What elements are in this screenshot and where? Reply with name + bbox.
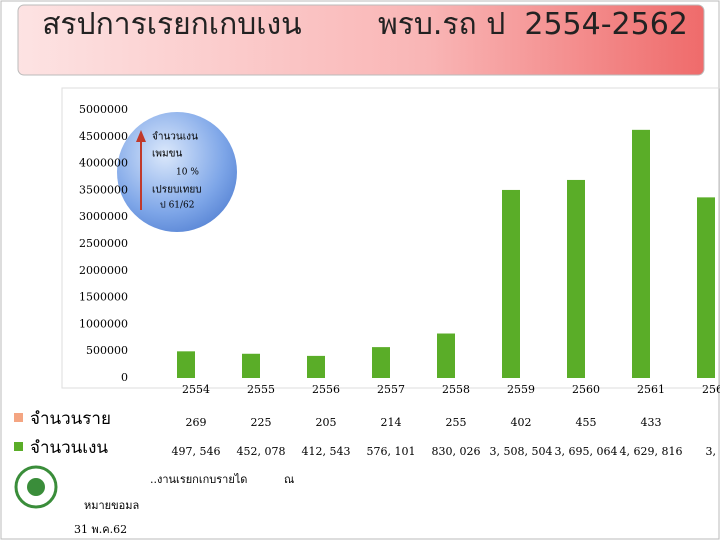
y-tick-label: 4500000 — [79, 130, 128, 143]
x-tick-label: 2554 — [182, 383, 210, 396]
table-cell: 576, 101 — [367, 445, 416, 458]
title-box — [17, 4, 705, 76]
table-cell: 452, 078 — [237, 445, 286, 458]
annotation-circle — [117, 112, 237, 232]
bar — [632, 129, 650, 378]
y-tick-label: 4000000 — [79, 157, 128, 170]
legend-swatch — [14, 413, 23, 422]
annotation-text: ป 61/62 — [160, 201, 195, 211]
table-cell: 497, 546 — [172, 445, 221, 458]
table-cell: 433 — [641, 416, 662, 429]
footer-at: ณ — [284, 473, 294, 486]
table-cell: 412, 543 — [302, 445, 351, 458]
table-cell: 4, 629, 816 — [620, 445, 683, 458]
table-cell: 214 — [381, 416, 402, 429]
x-tick-label: 2561 — [637, 383, 665, 396]
bar — [697, 197, 715, 378]
y-tick-label: 2500000 — [79, 237, 128, 250]
x-tick-label: 2559 — [507, 383, 535, 396]
annotation-text: จำนวนเงน — [152, 132, 198, 143]
footer-note: หมายขอมล — [84, 499, 139, 512]
table-cell: 830, 026 — [432, 445, 481, 458]
bar — [242, 353, 260, 378]
chart-body: 0 500000 1000000 1500000 2000000 2500000 30000… — [14, 103, 720, 458]
legend-swatch — [14, 442, 23, 451]
title-holder: สรปการเรยกเกบเงน พรบ.รถ ป 2554-2562 — [42, 7, 688, 42]
y-tick-label: 2000000 — [79, 264, 128, 277]
arrow-head — [136, 130, 146, 142]
table-cell: 255 — [446, 416, 467, 429]
chart-title: สรปการเรยกเกบเงน พรบ.รถ ป 2554-2562 — [42, 7, 688, 42]
y-tick-label: 1500000 — [79, 291, 128, 304]
table-cell: 205 — [316, 416, 337, 429]
annotation: จำนวนเงน เพมขน 10 % เปรยบเทยบ ป 61/62 — [117, 112, 237, 232]
y-tick-label: 0 — [121, 371, 128, 384]
bar — [502, 189, 520, 378]
plot-frame — [61, 87, 720, 389]
bar — [307, 355, 325, 378]
table-cell: 455 — [576, 416, 597, 429]
table-cell: 225 — [251, 416, 272, 429]
x-tick-label: 2557 — [377, 383, 405, 396]
bar — [437, 333, 455, 378]
legend-label: จำนวนเงน — [30, 438, 108, 458]
annotation-text: เปรยบเทยบ — [152, 185, 202, 196]
y-tick-label: 1000000 — [79, 317, 128, 330]
x-tick-label: 2562 — [702, 383, 720, 396]
x-tick-label: 2555 — [247, 383, 275, 396]
footer-date: 31 พ.ค.62 — [74, 523, 127, 536]
y-tick-label: 5000000 — [79, 103, 128, 116]
annotation-text: เพมขน — [152, 149, 182, 160]
annotation-text: 10 % — [176, 168, 199, 178]
x-tick-label: 2558 — [442, 383, 470, 396]
y-tick-label: 3000000 — [79, 210, 128, 223]
table-cell: 3, 508, 504 — [490, 445, 553, 458]
table-cell: 3, 3 — [706, 445, 720, 458]
legend-label: จำนวนราย — [30, 409, 111, 429]
table-cell: 402 — [511, 416, 532, 429]
bar — [567, 179, 585, 378]
x-tick-label: 2556 — [312, 383, 340, 396]
y-tick-label: 500000 — [86, 344, 128, 357]
x-tick-label: 2560 — [572, 383, 600, 396]
table-cell: 269 — [186, 416, 207, 429]
footer-source: ..งานเรยกเกบรายได — [150, 473, 247, 486]
table-cell: 3, 695, 064 — [555, 445, 618, 458]
bar — [177, 351, 195, 378]
y-tick-label: 3500000 — [79, 183, 128, 196]
bar — [372, 347, 390, 378]
logo-inner — [27, 478, 45, 496]
